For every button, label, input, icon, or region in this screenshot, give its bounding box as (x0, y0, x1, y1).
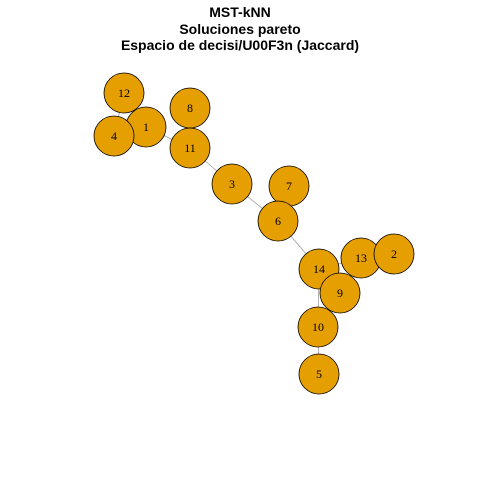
node-label-9: 9 (337, 286, 343, 300)
node-circle-6 (257, 200, 299, 242)
node-10: 10 (297, 306, 339, 348)
node-4: 4 (93, 115, 135, 157)
node-label-10: 10 (312, 320, 324, 334)
node-11: 11 (169, 127, 211, 169)
title-line-3: Espacio de decisi/U00F3n (Jaccard) (120, 37, 360, 53)
node-6: 6 (257, 200, 299, 242)
node-label-13: 13 (355, 251, 367, 265)
node-circle-11 (169, 127, 211, 169)
title-line-2: Soluciones pareto (179, 20, 301, 37)
node-9: 9 (319, 272, 361, 314)
node-label-4: 4 (111, 129, 117, 143)
node-12: 12 (103, 72, 145, 114)
node-circle-2 (373, 233, 415, 275)
node-circle-5 (298, 353, 340, 395)
node-5: 5 (298, 353, 340, 395)
title-block: MST-kNN Soluciones pareto Espacio de dec… (0, 4, 480, 54)
node-2: 2 (373, 233, 415, 275)
node-circle-10 (297, 306, 339, 348)
node-8: 8 (169, 87, 211, 129)
node-circle-3 (211, 163, 253, 205)
node-label-14: 14 (313, 262, 325, 276)
node-label-2: 2 (391, 247, 397, 261)
node-label-12: 12 (118, 86, 130, 100)
node-label-1: 1 (143, 120, 149, 134)
node-label-5: 5 (316, 367, 322, 381)
node-7: 7 (268, 165, 310, 207)
node-3: 3 (211, 163, 253, 205)
node-label-7: 7 (286, 179, 292, 193)
node-circle-4 (93, 115, 135, 157)
node-circle-12 (103, 72, 145, 114)
title-line-1: MST-kNN (209, 4, 271, 20)
node-1: 1 (125, 106, 167, 148)
node-circle-9 (319, 272, 361, 314)
node-label-3: 3 (229, 177, 235, 191)
node-label-6: 6 (275, 214, 281, 228)
node-label-11: 11 (184, 141, 196, 155)
node-label-8: 8 (187, 101, 193, 115)
